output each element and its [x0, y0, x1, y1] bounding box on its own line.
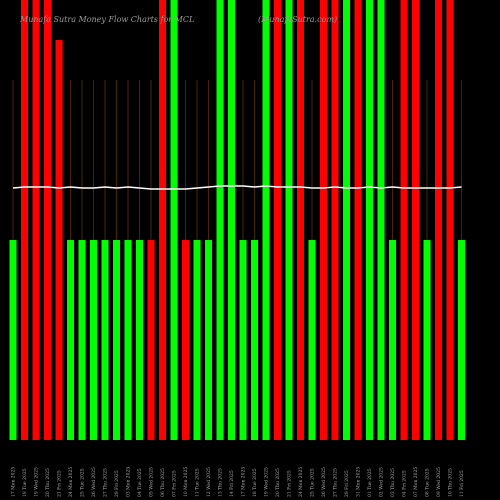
bar	[458, 240, 465, 440]
bar	[44, 0, 51, 440]
bar	[435, 0, 442, 440]
x-tick-label: 05 Wed 2025	[149, 467, 155, 497]
bar	[147, 240, 155, 440]
x-tick-label: 14 Fri 2025	[229, 470, 235, 497]
bar	[308, 240, 316, 440]
x-tick-label: 25 Tue 2025	[310, 468, 316, 497]
bar	[90, 240, 97, 440]
x-tick-label: 10 Mon 2025	[183, 467, 189, 497]
chart-subtitle: (MunafaSutra.com)	[258, 15, 337, 24]
x-tick-label: 20 Thu 2025	[275, 468, 281, 497]
x-tick-label: 28 Fri 2025	[344, 470, 350, 497]
chart-title: Munafa Sutra Money Flow Charts for MCL	[19, 15, 194, 24]
bar	[182, 240, 189, 440]
bar	[101, 240, 109, 440]
bar	[228, 0, 235, 440]
bar	[32, 0, 40, 440]
x-tick-label: 11 Fri 2025	[459, 470, 465, 497]
bar	[297, 0, 304, 440]
bar	[366, 0, 373, 440]
x-tick-label: 07 Fri 2025	[172, 470, 178, 497]
x-tick-label: 19 Wed 2025	[34, 467, 40, 497]
plot: 17 Mon 2025 18 Tue 2025 19 Wed 2025 20 Thu …	[9, 0, 465, 497]
bar	[216, 0, 224, 440]
bar	[285, 0, 293, 440]
bar	[239, 240, 247, 440]
x-tick-label: 08 Tue 2025	[425, 468, 431, 497]
bar	[412, 0, 419, 440]
bar	[331, 0, 339, 440]
bar	[124, 240, 132, 440]
x-tick-label: 11 Tue 2025	[195, 468, 201, 497]
bar	[343, 0, 350, 440]
x-tick-label: 04 Fri 2025	[402, 470, 408, 497]
x-tick-label: 09 Wed 2025	[436, 467, 442, 497]
x-tick-label: 01 Tue 2025	[367, 468, 373, 497]
x-tick-label: 02 Wed 2025	[379, 467, 385, 497]
bar	[400, 0, 408, 440]
bar	[389, 240, 396, 440]
x-tick-label: 04 Tue 2025	[137, 468, 143, 497]
x-tick-label: 18 Tue 2025	[22, 468, 28, 497]
bar	[170, 0, 178, 440]
x-tick-label: 03 Thu 2025	[390, 468, 396, 497]
x-tick-label: 26 Wed 2025	[91, 467, 97, 497]
bar	[21, 0, 28, 440]
bar	[113, 240, 120, 440]
x-tick-label: 18 Tue 2025	[252, 468, 258, 497]
x-tick-label: 12 Wed 2025	[206, 467, 212, 497]
x-tick-label: 17 Mon 2025	[241, 467, 247, 497]
bar	[251, 240, 258, 440]
line	[12, 185, 462, 190]
x-tick-label: 13 Thu 2025	[218, 468, 224, 497]
x-tick-label: 06 Thu 2025	[160, 468, 166, 497]
bar	[67, 240, 74, 440]
bar	[205, 240, 212, 440]
x-tick-label: 21 Fri 2025	[57, 470, 63, 497]
bar	[423, 240, 431, 440]
bar	[136, 240, 143, 440]
bar	[274, 0, 281, 440]
bar	[446, 0, 454, 440]
x-tick-label: 24 Mon 2025	[298, 467, 304, 497]
x-tick-label: 19 Wed 2025	[264, 467, 270, 497]
bar	[9, 240, 17, 440]
x-tick-label: 27 Thu 2025	[333, 468, 339, 497]
x-tick-label: 10 Thu 2025	[448, 468, 454, 497]
x-tick-label: 07 Mon 2025	[413, 467, 419, 497]
bar	[262, 0, 270, 440]
x-tick-label: 28 Fri 2025	[114, 470, 120, 497]
bar	[55, 40, 63, 440]
x-tick-label: 24 Mon 2025	[68, 467, 74, 497]
x-tick-label: 26 Wed 2025	[321, 467, 327, 497]
x-tick-label: 27 Thu 2025	[103, 468, 109, 497]
x-tick-label: 03 Mon 2025	[126, 467, 132, 497]
bar	[354, 0, 362, 440]
x-tick-label: 31 Mon 2025	[356, 467, 362, 497]
bar	[78, 240, 86, 440]
bar	[377, 0, 385, 440]
bar	[193, 240, 201, 440]
x-tick-label: 20 Thu 2025	[45, 468, 51, 497]
x-tick-label: 25 Tue 2025	[80, 468, 86, 497]
bar	[320, 0, 327, 440]
x-tick-label: 17 Mon 2025	[11, 467, 17, 497]
x-tick-label: 21 Fri 2025	[287, 470, 293, 497]
bar	[159, 0, 166, 440]
